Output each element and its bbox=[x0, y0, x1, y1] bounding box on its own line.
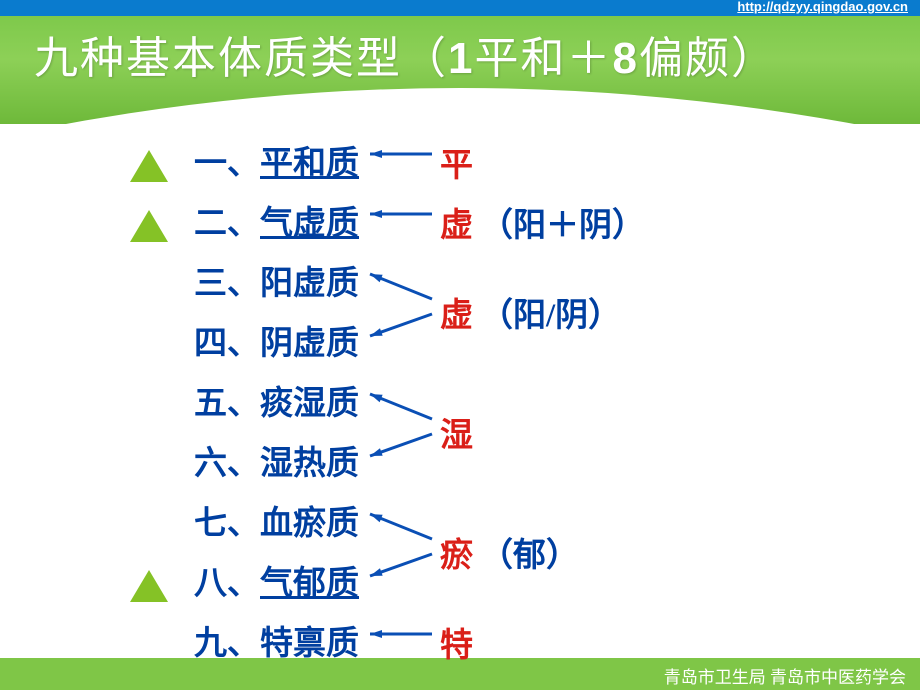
annotation: （阳＋阴） bbox=[480, 198, 645, 246]
item-name: 血瘀质 bbox=[260, 506, 359, 542]
triangle-icon bbox=[130, 570, 168, 602]
item-name: 特禀质 bbox=[260, 626, 359, 662]
list-item: 六、湿热质 bbox=[194, 436, 359, 484]
item-name: 平和质 bbox=[260, 146, 359, 182]
annotation: 湿 bbox=[440, 408, 473, 456]
item-number: 六、 bbox=[194, 446, 260, 482]
list-item: 八、气郁质 bbox=[194, 556, 359, 604]
item-name: 阳虚质 bbox=[260, 266, 359, 302]
footer-text: 青岛市卫生局 青岛市中医药学会 bbox=[664, 663, 906, 688]
annotation: 瘀 bbox=[440, 528, 473, 576]
list-item: 一、平和质 bbox=[194, 136, 359, 184]
list-item: 九、特禀质 bbox=[194, 616, 359, 664]
list-item: 七、血瘀质 bbox=[194, 496, 359, 544]
item-name: 气虚质 bbox=[260, 206, 359, 242]
item-name: 湿热质 bbox=[260, 446, 359, 482]
item-number: 二、 bbox=[194, 206, 260, 242]
list-item: 五、痰湿质 bbox=[194, 376, 359, 424]
header-url[interactable]: http://qdzyy.qingdao.gov.cn bbox=[737, 0, 908, 14]
triangle-icon bbox=[130, 210, 168, 242]
content-area: 一、平和质二、气虚质三、阳虚质四、阴虚质五、痰湿质六、湿热质七、血瘀质八、气郁质… bbox=[0, 124, 920, 664]
item-number: 一、 bbox=[194, 146, 260, 182]
item-number: 九、 bbox=[194, 626, 260, 662]
item-name: 阴虚质 bbox=[260, 326, 359, 362]
item-name: 气郁质 bbox=[260, 566, 359, 602]
annotation: 虚 bbox=[440, 288, 473, 336]
item-number: 五、 bbox=[194, 386, 260, 422]
triangle-icon bbox=[130, 150, 168, 182]
annotation: 特 bbox=[440, 618, 473, 666]
item-number: 四、 bbox=[194, 326, 260, 362]
list-item: 三、阳虚质 bbox=[194, 256, 359, 304]
annotation: （阳/阴） bbox=[480, 288, 621, 336]
top-bar: http://qdzyy.qingdao.gov.cn bbox=[0, 0, 920, 16]
item-name: 痰湿质 bbox=[260, 386, 359, 422]
annotation: （郁） bbox=[480, 528, 579, 576]
list-item: 二、气虚质 bbox=[194, 196, 359, 244]
item-number: 七、 bbox=[194, 506, 260, 542]
annotation: 虚 bbox=[440, 198, 473, 246]
annotation: 平 bbox=[440, 138, 473, 186]
list-item: 四、阴虚质 bbox=[194, 316, 359, 364]
item-number: 三、 bbox=[194, 266, 260, 302]
item-number: 八、 bbox=[194, 566, 260, 602]
